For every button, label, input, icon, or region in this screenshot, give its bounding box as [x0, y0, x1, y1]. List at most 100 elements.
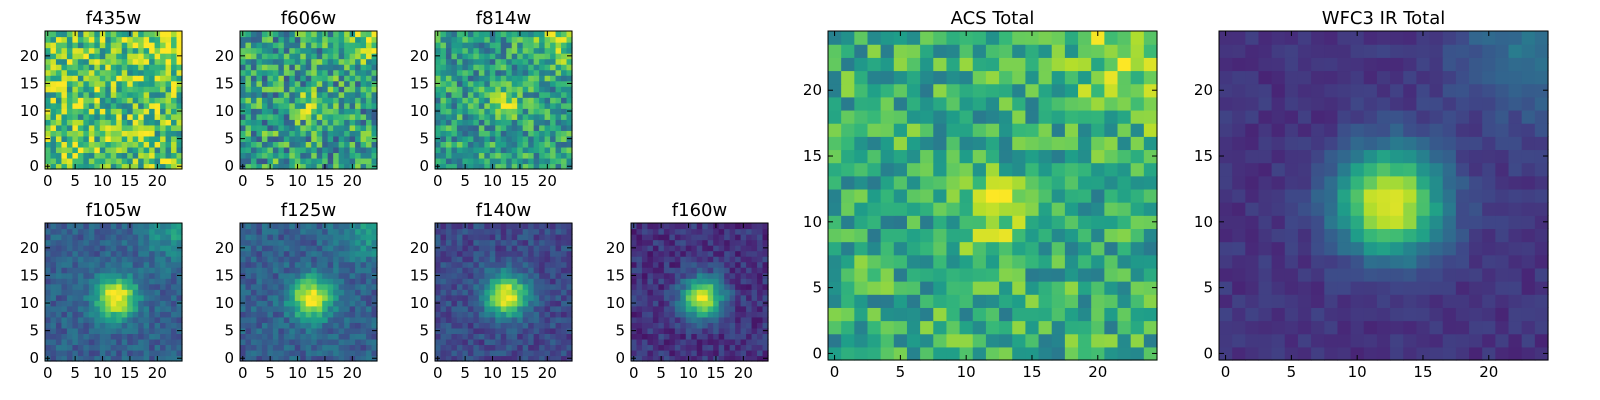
pixel-cell — [641, 344, 649, 351]
pixel-cell — [478, 135, 485, 142]
pixel-cell — [467, 305, 474, 312]
pixel-cell — [456, 124, 463, 131]
pixel-cell — [1130, 281, 1145, 295]
pixel-cell — [294, 338, 301, 346]
pixel-cell — [440, 130, 447, 137]
pixel-cell — [718, 245, 725, 252]
pixel-cell — [751, 245, 758, 252]
pixel-cell — [544, 305, 551, 312]
pixel-cell — [462, 256, 469, 263]
pixel-cell — [305, 157, 312, 165]
pixel-cell — [121, 31, 128, 38]
pixel-cell — [360, 119, 367, 126]
pixel-cell — [344, 333, 351, 340]
pixel-cell — [550, 283, 557, 290]
pixel-cell — [127, 272, 134, 279]
pixel-cell — [729, 349, 736, 357]
pixel-cell — [322, 256, 329, 263]
pixel-cell — [45, 333, 52, 340]
pixel-cell — [680, 305, 687, 312]
pixel-cell — [88, 283, 95, 290]
pixel-cell — [245, 355, 252, 362]
pixel-cell — [138, 228, 145, 235]
pixel-cell — [495, 157, 502, 165]
pixel-cell — [88, 157, 95, 165]
pixel-cell — [360, 300, 367, 307]
pixel-cell — [757, 272, 764, 279]
pixel-cell — [685, 344, 692, 351]
pixel-cell — [316, 36, 323, 43]
pixel-cell — [735, 223, 742, 230]
pixel-cell — [462, 135, 469, 142]
pixel-cell — [165, 311, 172, 318]
pixel-cell — [83, 97, 90, 104]
pixel-cell — [685, 300, 692, 307]
pixel-cell — [110, 283, 117, 290]
pixel-cell — [77, 333, 84, 340]
axes-frame — [44, 30, 183, 170]
pixel-cell — [327, 91, 334, 98]
pixel-cell — [250, 294, 258, 301]
pixel-cell — [371, 305, 378, 312]
pixel-cell — [116, 300, 123, 307]
pixel-cell — [349, 69, 356, 76]
pixel-cell — [511, 91, 518, 98]
pixel-cell — [154, 80, 161, 87]
pixel-cell — [828, 175, 842, 190]
pixel-cell — [311, 289, 318, 296]
pixel-cell — [484, 91, 491, 98]
pixel-cell — [893, 333, 908, 348]
pixel-cell — [669, 256, 676, 263]
pixel-cell — [555, 58, 562, 65]
pixel-cell — [143, 289, 150, 296]
pixel-cell — [250, 64, 258, 71]
pixel-cell — [61, 250, 68, 257]
pixel-cell — [685, 305, 692, 312]
pixel-cell — [66, 294, 73, 301]
pixel-cell — [344, 283, 351, 290]
pixel-cell — [61, 322, 68, 329]
pixel-cell — [322, 344, 329, 351]
pixel-cell — [440, 157, 447, 165]
pixel-cell — [256, 322, 263, 329]
pixel-cell — [333, 31, 340, 38]
pixel-cell — [349, 278, 356, 285]
pixel-cell — [366, 157, 373, 165]
pixel-cell — [544, 311, 551, 318]
pixel-cell — [132, 69, 139, 76]
pixel-cell — [495, 146, 502, 154]
pixel-cell — [647, 256, 654, 263]
pixel-cell — [500, 256, 507, 263]
pixel-cell — [517, 69, 524, 76]
pixel-cell — [322, 283, 329, 290]
pixel-cell — [663, 349, 670, 357]
pixel-cell — [66, 305, 73, 312]
pixel-cell — [300, 333, 307, 340]
x-tick-label: 5 — [460, 172, 470, 190]
pixel-cell — [149, 64, 156, 71]
pixel-cell — [550, 80, 557, 87]
pixel-cell — [555, 135, 562, 142]
pixel-cell — [311, 228, 318, 235]
pixel-cell — [506, 283, 513, 290]
pixel-cell — [841, 254, 855, 269]
pixel-cell — [72, 278, 79, 285]
pixel-cell — [544, 64, 551, 71]
pixel-cell — [366, 333, 373, 340]
pixel-cell — [1143, 307, 1158, 322]
pixel-cell — [467, 102, 474, 109]
pixel-cell — [99, 113, 106, 120]
pixel-cell — [77, 47, 84, 54]
pixel-cell — [305, 239, 312, 246]
pixel-cell — [283, 300, 290, 307]
pixel-cell — [647, 267, 654, 274]
pixel-cell — [333, 135, 340, 142]
pixel-cell — [674, 344, 681, 351]
pixel-cell — [83, 113, 90, 120]
pixel-cell — [322, 267, 329, 274]
pixel-cell — [61, 311, 68, 318]
pixel-cell — [110, 102, 117, 109]
pixel-cell — [495, 338, 502, 346]
pixel-cell — [506, 163, 513, 170]
pixel-cell — [327, 69, 334, 76]
